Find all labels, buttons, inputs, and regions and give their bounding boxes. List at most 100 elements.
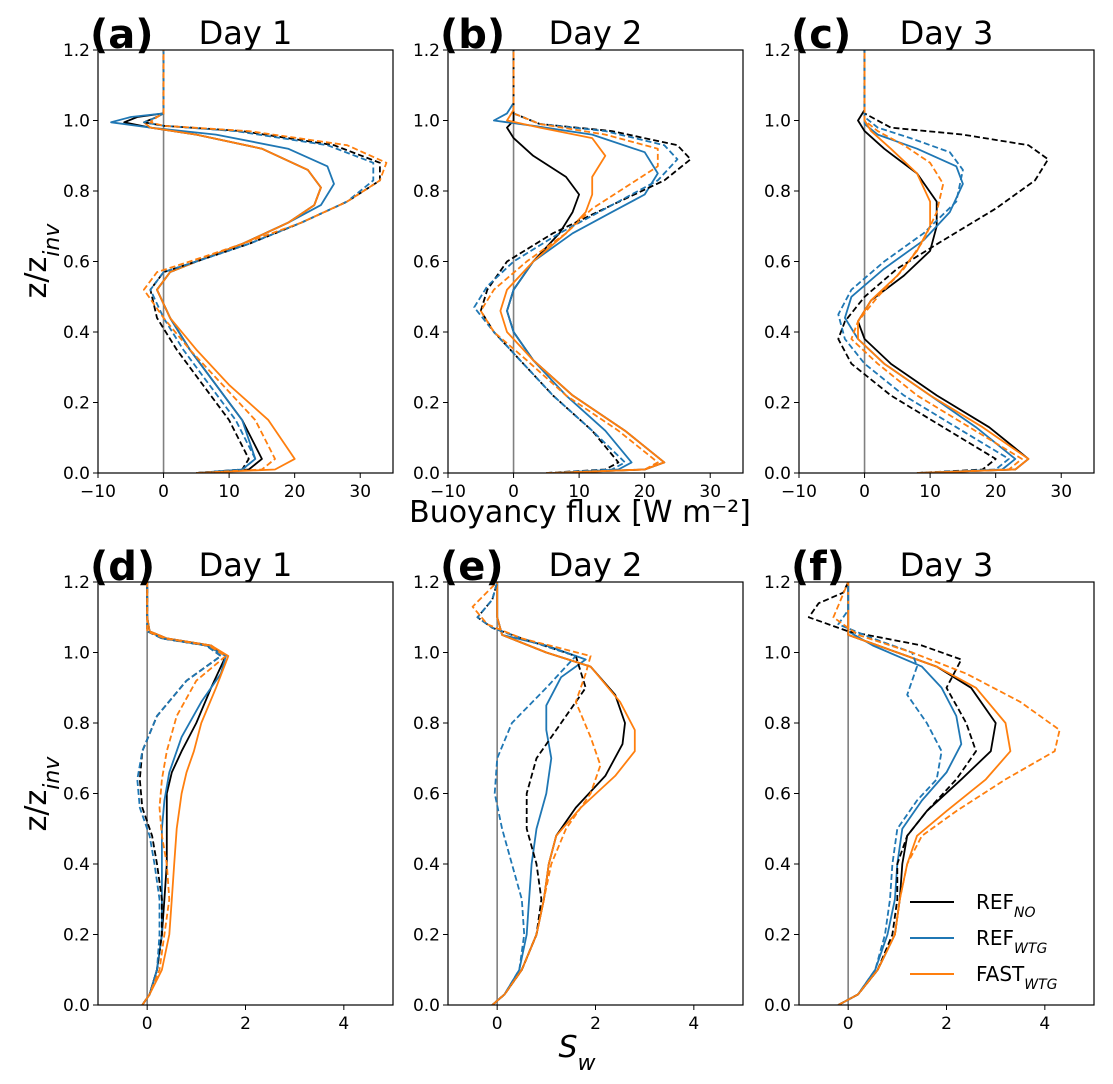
y-tick-label: 0.4 bbox=[63, 855, 90, 875]
series-line-3 bbox=[141, 582, 230, 1005]
y-tick-label: 1.0 bbox=[413, 644, 440, 664]
x-tick-label: 2 bbox=[941, 1014, 952, 1034]
y-tick-label: 0.6 bbox=[63, 785, 90, 805]
y-tick-label: 0.2 bbox=[63, 926, 90, 946]
y-tick-label: 0.0 bbox=[413, 996, 440, 1016]
series-line-6 bbox=[143, 50, 388, 473]
y-tick-label: 0.8 bbox=[413, 182, 440, 202]
y-tick-label: 0.4 bbox=[764, 855, 791, 875]
y-tick-label: 0.8 bbox=[63, 182, 90, 202]
x-tick-label: 0 bbox=[492, 1014, 503, 1034]
x-tick-label: 0 bbox=[508, 482, 519, 502]
ylabel-bottom-row: z/zinv bbox=[19, 756, 65, 832]
y-tick-label: 0.2 bbox=[413, 394, 440, 414]
y-tick-label: 0.6 bbox=[63, 253, 90, 273]
x-tick-label: 10 bbox=[568, 482, 590, 502]
y-tick-label: 0.8 bbox=[413, 714, 440, 734]
series-line-1 bbox=[857, 50, 1030, 473]
y-tick-label: 0.6 bbox=[413, 253, 440, 273]
panel-a: 0.0 0.2 0.4 0.6 0.8 1.0 1.2 −10 0 10 20 30 Day 1 (a) bbox=[63, 12, 394, 502]
y-tick-label: 1.0 bbox=[764, 112, 791, 132]
series-line-5 bbox=[837, 582, 943, 1005]
series-line-2 bbox=[493, 50, 659, 473]
y-tick-label: 0.0 bbox=[764, 996, 791, 1016]
panel-title: Day 1 bbox=[199, 546, 293, 584]
y-tick-label: 0.0 bbox=[413, 464, 440, 484]
axes-frame bbox=[97, 581, 394, 1006]
panel-title: Day 3 bbox=[900, 14, 994, 52]
x-tick-label: −10 bbox=[80, 482, 116, 502]
panel-letter: (a) bbox=[90, 12, 154, 58]
x-tick-label: 0 bbox=[158, 482, 169, 502]
y-tick-label: 0.6 bbox=[413, 785, 440, 805]
x-tick-label: 10 bbox=[218, 482, 240, 502]
series-line-5 bbox=[143, 50, 375, 473]
y-tick-label: 0.8 bbox=[764, 714, 791, 734]
x-tick-label: 0 bbox=[859, 482, 870, 502]
panel-letter: (f) bbox=[791, 544, 845, 590]
y-tick-label: 0.2 bbox=[764, 394, 791, 414]
y-tick-label: 1.0 bbox=[413, 112, 440, 132]
panel-title: Day 2 bbox=[549, 546, 643, 584]
x-tick-label: 20 bbox=[634, 482, 656, 502]
series-line-5 bbox=[476, 582, 577, 1005]
x-tick-label: 30 bbox=[349, 482, 371, 502]
y-tick-label: 0.2 bbox=[63, 394, 90, 414]
y-tick-label: 1.2 bbox=[764, 573, 791, 593]
series-line-2 bbox=[844, 50, 1017, 473]
top-row-xlabel: Buoyancy flux [W m⁻²] bbox=[409, 495, 751, 530]
panel-d: 0.0 0.2 0.4 0.6 0.8 1.0 1.2 0 2 4 Day 1 (d) bbox=[63, 544, 394, 1034]
x-tick-label: −10 bbox=[430, 482, 466, 502]
series-group bbox=[473, 50, 692, 473]
series-line-6 bbox=[850, 50, 1023, 473]
panel-letter: (e) bbox=[440, 544, 504, 590]
y-tick-label: 0.2 bbox=[764, 926, 791, 946]
y-tick-label: 0.2 bbox=[413, 926, 440, 946]
y-tick-label: 0.4 bbox=[764, 323, 791, 343]
series-line-2 bbox=[141, 582, 227, 1005]
y-tick-label: 0.4 bbox=[413, 855, 440, 875]
series-line-4 bbox=[837, 50, 1049, 473]
x-tick-label: 2 bbox=[240, 1014, 251, 1034]
x-tick-label: 30 bbox=[699, 482, 721, 502]
panel-letter: (d) bbox=[90, 544, 155, 590]
y-tick-label: 0.6 bbox=[764, 253, 791, 273]
y-tick-label: 1.2 bbox=[413, 41, 440, 61]
legend-label: FASTWTG bbox=[976, 962, 1058, 993]
panel-f: 0.0 0.2 0.4 0.6 0.8 1.0 1.2 0 2 4 Day 3 (f) bbox=[764, 544, 1095, 1034]
y-tick-label: 1.2 bbox=[63, 41, 90, 61]
y-tick-label: 1.2 bbox=[764, 41, 791, 61]
series-line-6 bbox=[141, 582, 227, 1005]
series-line-3 bbox=[491, 582, 636, 1005]
series-line-5 bbox=[473, 50, 679, 473]
series-line-4 bbox=[143, 50, 381, 473]
panel-e: 0.0 0.2 0.4 0.6 0.8 1.0 1.2 0 2 4 Day 2 (e) bbox=[413, 544, 744, 1034]
x-tick-label: 4 bbox=[688, 1014, 699, 1034]
x-tick-label: 2 bbox=[590, 1014, 601, 1034]
panel-letter: (c) bbox=[791, 12, 851, 58]
panel-title: Day 1 bbox=[199, 14, 293, 52]
series-line-2 bbox=[491, 582, 587, 1005]
x-tick-label: 4 bbox=[1039, 1014, 1050, 1034]
series-line-1 bbox=[491, 582, 626, 1005]
series-line-2 bbox=[110, 50, 335, 473]
x-tick-label: 30 bbox=[1050, 482, 1072, 502]
y-tick-label: 1.2 bbox=[413, 573, 440, 593]
y-tick-label: 1.0 bbox=[63, 644, 90, 664]
legend-label: REFNO bbox=[976, 890, 1036, 921]
axes-frame bbox=[447, 49, 744, 474]
y-tick-label: 0.8 bbox=[63, 714, 90, 734]
y-tick-label: 1.0 bbox=[764, 644, 791, 664]
panel-c: 0.0 0.2 0.4 0.6 0.8 1.0 1.2 −10 0 10 20 30 Day 3 (c) bbox=[764, 12, 1095, 502]
x-tick-label: 0 bbox=[843, 1014, 854, 1034]
x-tick-label: 10 bbox=[919, 482, 941, 502]
y-tick-label: 0.8 bbox=[764, 182, 791, 202]
x-tick-label: 20 bbox=[284, 482, 306, 502]
panel-letter: (b) bbox=[440, 12, 505, 58]
series-line-4 bbox=[807, 582, 977, 1005]
y-tick-label: 0.4 bbox=[63, 323, 90, 343]
series-group bbox=[471, 582, 636, 1005]
series-group bbox=[807, 582, 1061, 1005]
axes-frame bbox=[798, 49, 1095, 474]
